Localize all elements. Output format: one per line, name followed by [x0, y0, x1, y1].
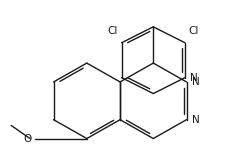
Text: N: N: [191, 77, 199, 87]
Text: Cl: Cl: [107, 26, 117, 36]
Text: N: N: [191, 115, 199, 125]
Text: O: O: [23, 133, 32, 144]
Text: N: N: [190, 73, 197, 83]
Text: Cl: Cl: [188, 26, 198, 36]
